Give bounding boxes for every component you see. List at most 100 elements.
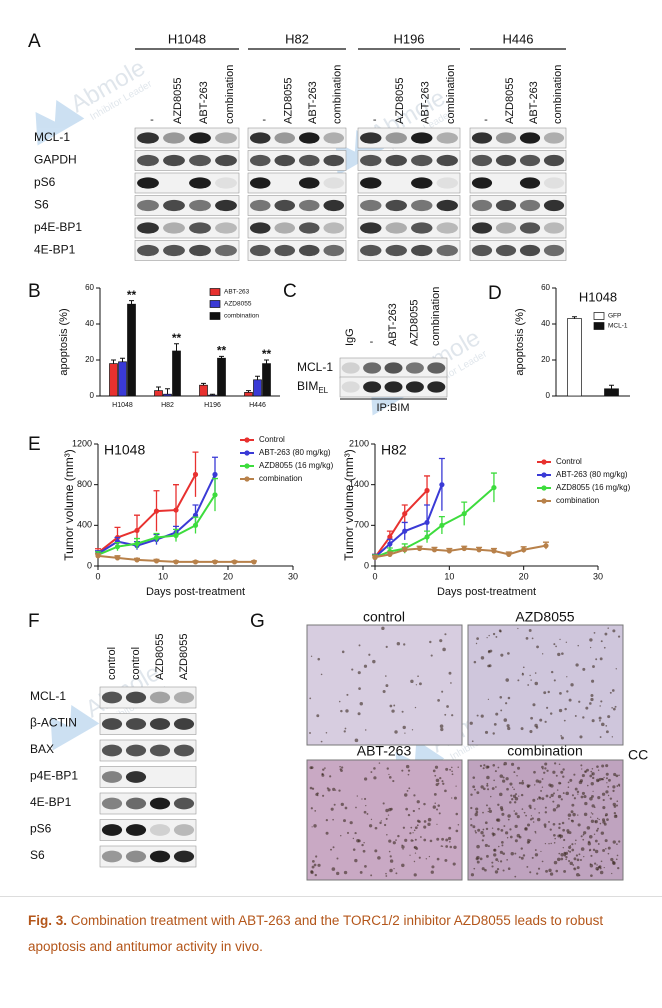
stain-dot [577,793,579,795]
y-tick-label: 800 [77,479,92,489]
marker [192,512,199,518]
stain-dot [540,789,543,792]
stain-dot [507,652,510,655]
stain-dot [475,810,479,814]
stain-dot [605,725,608,727]
stain-dot [482,834,485,838]
stain-dot [607,852,610,855]
stain-dot [517,679,520,682]
band [471,177,493,189]
marker [153,508,160,514]
stain-dot [309,786,313,790]
chart-title: H1048 [579,289,617,304]
legend-label: AZD8055 [224,301,252,308]
row-label: MCL-1 [297,360,333,374]
panel-label: C [283,281,297,302]
blot [99,845,197,868]
stain-dot [484,821,488,825]
stain-dot [472,825,476,829]
stain-dot [476,855,480,860]
band [101,850,123,863]
stain-dot [533,784,536,786]
band [543,222,565,234]
stain-dot [510,794,513,797]
blot [469,240,567,261]
stain-dot [526,823,531,827]
stain-dot [444,713,447,716]
stain-dot [404,793,408,797]
stain-dot [440,727,444,732]
marker [153,558,160,564]
stain-dot [529,839,532,842]
stain-dot [587,842,592,846]
stain-dot [445,838,449,842]
x-axis-label: Days post-treatment [437,586,536,598]
lane-label: - [373,114,377,126]
stain-dot [612,789,615,793]
marker [212,492,218,498]
legend-marker [244,463,250,469]
band [173,718,195,730]
stain-dot [527,684,530,686]
stain-dot [589,638,593,642]
stain-dot [491,827,494,829]
stain-dot [562,828,566,832]
stain-dot [402,848,404,850]
stain-dot [386,767,389,770]
marker [192,559,199,565]
stain-dot [553,860,558,865]
stain-dot [618,840,621,843]
blot [99,819,197,841]
stain-dot [615,858,618,861]
band [249,199,271,212]
stain-dot [559,692,562,695]
stain-dot [345,709,349,713]
stain-dot [410,826,413,829]
stain-dot [409,854,411,856]
stain-dot [331,867,336,871]
stain-dot [487,664,490,668]
stain-dot [576,790,580,794]
stain-dot [499,850,503,854]
band [149,797,171,810]
blot [134,195,240,216]
band [519,244,541,257]
stain-dot [612,840,616,844]
histology-image [306,624,463,746]
stain-dot [359,871,363,874]
blot [247,127,347,149]
stain-dot [571,848,575,852]
marker [402,511,408,517]
blot [469,217,567,239]
divider [0,896,662,897]
stain-dot [481,839,484,842]
y-tick-label: 1400 [349,479,369,489]
stain-dot [583,831,587,835]
stain-dot [528,629,532,632]
band [101,824,123,836]
stain-dot [553,679,556,682]
y-tick-label: 400 [77,520,92,530]
stain-dot [574,787,578,791]
stain-dot [513,810,516,812]
stain-dot [603,646,606,649]
error-bar [609,384,614,389]
lane-label: AZD8055 [154,634,166,680]
stain-dot [604,814,607,817]
stain-dot [511,798,514,801]
stain-dot [455,785,457,787]
stain-dot [434,802,436,805]
stain-dot [552,822,556,826]
stain-dot [507,696,511,700]
band [411,154,433,167]
stain-dot [589,702,592,705]
stain-dot [492,632,496,636]
stain-dot [432,805,437,809]
band [495,244,517,257]
stain-dot [579,735,583,739]
bar [109,363,118,397]
band [298,132,320,144]
stain-dot [414,852,417,854]
stain-dot [514,797,519,801]
stain-dot [565,791,569,796]
